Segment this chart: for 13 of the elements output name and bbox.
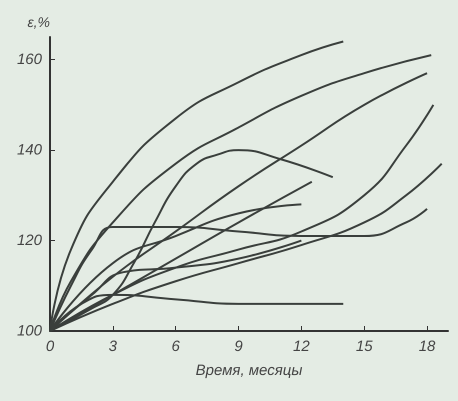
y-axis-title: ε,% — [28, 14, 50, 30]
y-tick-label: 120 — [16, 232, 43, 250]
x-tick-label: 6 — [172, 338, 181, 355]
y-tick-label: 160 — [16, 51, 43, 68]
x-tick-label: 9 — [234, 338, 244, 355]
y-tick-label: 100 — [16, 322, 43, 340]
x-tick-label: 3 — [108, 338, 118, 355]
y-tick-label: 140 — [16, 142, 43, 159]
x-tick-label: 15 — [356, 338, 374, 355]
x-axis-title: Время, месяцы — [196, 362, 302, 379]
x-tick-label: 12 — [293, 338, 310, 355]
x-tick-label: 18 — [418, 338, 436, 355]
x-tick-label: 0 — [46, 338, 55, 355]
